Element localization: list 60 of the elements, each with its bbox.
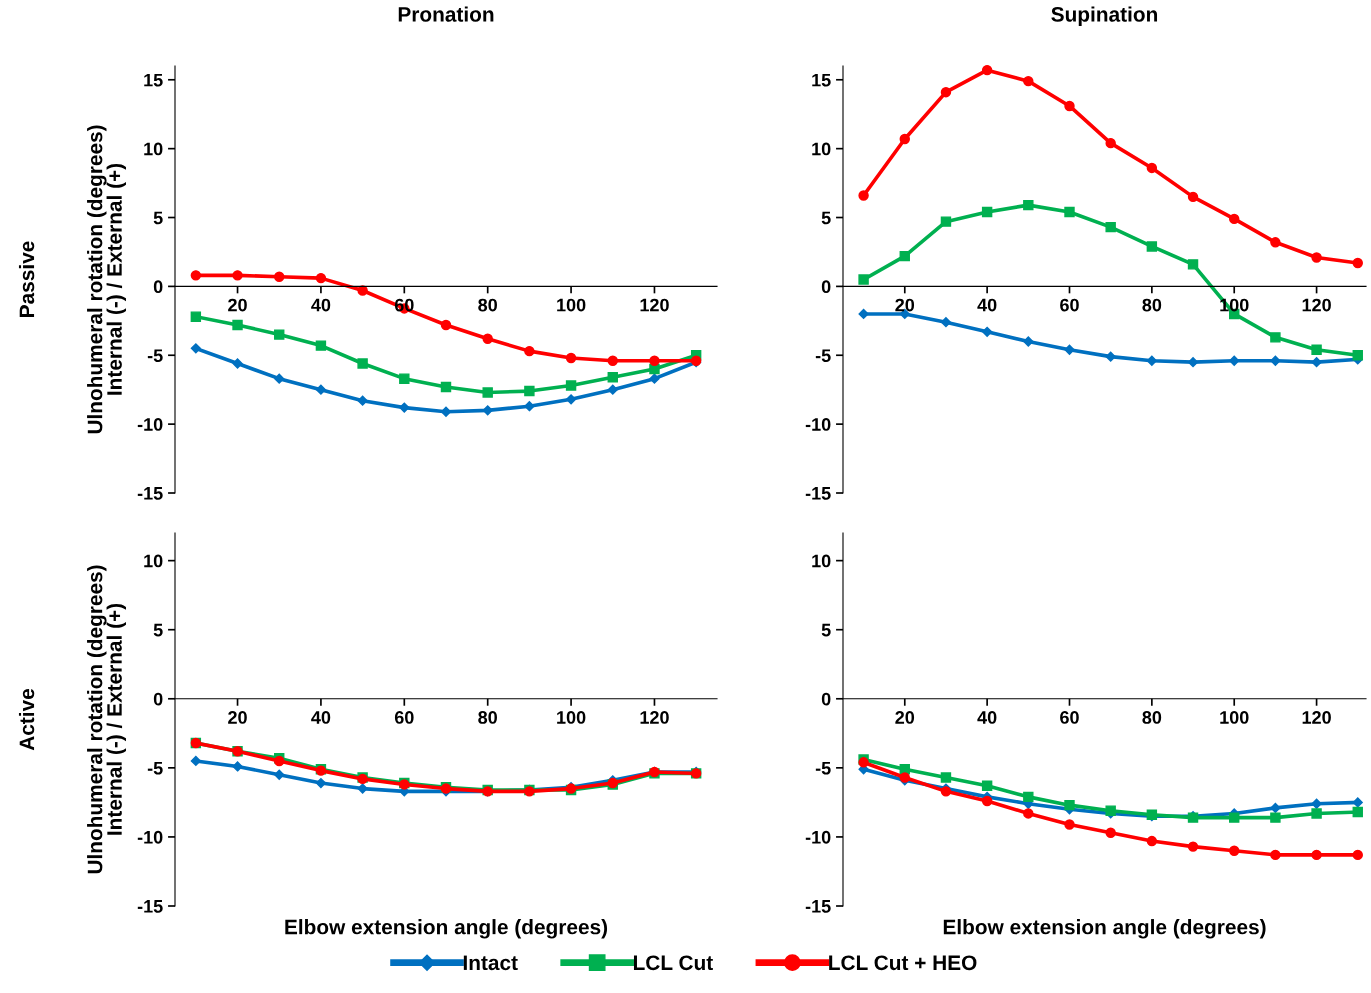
y-tick-label: -5 xyxy=(147,349,163,362)
y-tick-label: -5 xyxy=(815,761,831,775)
y-axis-title: Ulnohumeral rotation (degrees) Internal (-) / External (+) xyxy=(87,125,126,434)
chart-title: Supination xyxy=(1051,6,1158,26)
x-tick-label: 40 xyxy=(977,298,997,312)
y-tick-label: 10 xyxy=(812,142,831,156)
y-tick-label: 0 xyxy=(821,280,831,294)
y-tick-label: 5 xyxy=(153,211,163,225)
x-tick-label: 120 xyxy=(640,298,669,312)
y-tick-label: -10 xyxy=(137,418,163,431)
x-tick-label: 40 xyxy=(311,711,331,724)
x-axis-title: Elbow extension angle (degrees) xyxy=(285,919,608,939)
y-axis-title: Ulnohumeral rotation (degrees) Internal (-) / External (+) xyxy=(87,565,126,874)
x-tick-label: 100 xyxy=(557,711,586,724)
x-tick-label: 20 xyxy=(228,298,247,312)
y-tick-label: 0 xyxy=(153,280,163,294)
x-tick-label: 100 xyxy=(557,298,586,312)
text: Active xyxy=(18,688,35,751)
x-tick-label: 120 xyxy=(640,711,669,724)
y-tick-label: 5 xyxy=(821,623,831,637)
x-tick-label: 20 xyxy=(895,711,915,724)
x-tick-label: 60 xyxy=(1060,298,1079,312)
y-tick-label: 10 xyxy=(812,554,831,568)
x-tick-label: 80 xyxy=(478,298,497,312)
y-tick-label: 0 xyxy=(821,692,831,706)
y-tick-label: 5 xyxy=(153,623,163,637)
x-tick-label: 40 xyxy=(977,711,997,724)
y-tick-label: -15 xyxy=(805,487,831,500)
x-tick-label: 120 xyxy=(1302,711,1331,724)
y-tick-label: -10 xyxy=(137,830,163,844)
y-tick-label: 0 xyxy=(153,692,163,706)
x-tick-label: 80 xyxy=(1142,711,1162,724)
x-tick-label: 80 xyxy=(1142,298,1162,312)
y-tick-label: -15 xyxy=(805,900,831,913)
text: Passive xyxy=(18,241,35,317)
y-tick-label: 10 xyxy=(144,554,163,568)
x-tick-label: 60 xyxy=(394,298,414,312)
x-tick-label: 60 xyxy=(394,711,414,724)
x-tick-label: 60 xyxy=(1060,711,1079,724)
x-tick-label: 20 xyxy=(228,711,247,724)
legend-label: LCL Cut + HEO xyxy=(829,955,977,971)
y-tick-label: -15 xyxy=(137,900,163,913)
y-tick-label: -10 xyxy=(805,418,831,431)
y-tick-label: -5 xyxy=(147,761,163,775)
y-tick-label: 10 xyxy=(144,142,163,156)
legend-label: Intact xyxy=(463,955,518,971)
y-tick-label: 5 xyxy=(821,211,831,225)
x-tick-label: 120 xyxy=(1302,298,1331,312)
x-tick-label: 40 xyxy=(311,298,331,312)
y-tick-label: -15 xyxy=(137,487,163,500)
y-tick-label: -5 xyxy=(815,349,831,362)
y-tick-label: 15 xyxy=(812,73,831,87)
y-tick-label: -10 xyxy=(805,830,831,844)
y-tick-label: 15 xyxy=(144,73,163,87)
x-tick-label: 80 xyxy=(478,711,497,724)
x-axis-title: Elbow extension angle (degrees) xyxy=(943,919,1266,939)
legend-label: LCL Cut xyxy=(633,955,713,971)
x-tick-label: 20 xyxy=(895,298,915,312)
x-tick-label: 100 xyxy=(1220,711,1249,724)
chart-title: Pronation xyxy=(398,6,494,22)
